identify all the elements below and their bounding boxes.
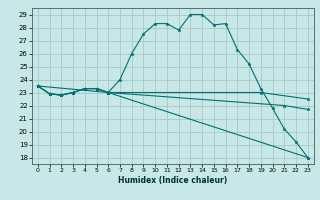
X-axis label: Humidex (Indice chaleur): Humidex (Indice chaleur) [118,176,228,185]
